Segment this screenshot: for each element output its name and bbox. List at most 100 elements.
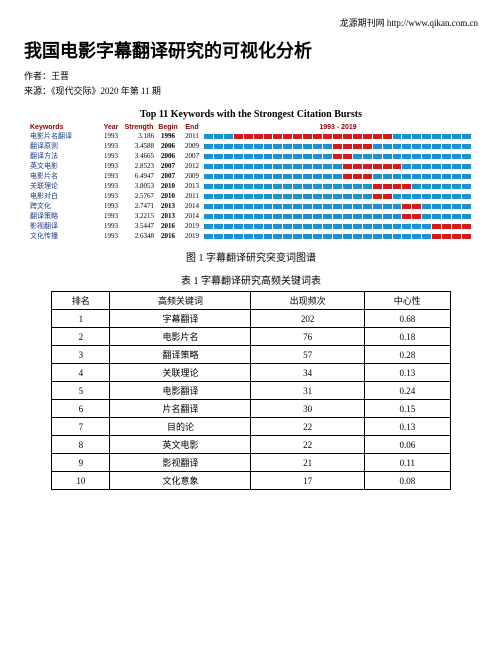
burst-kw: 电影片名 bbox=[30, 171, 100, 181]
table-cell: 翻译策略 bbox=[110, 346, 251, 364]
burst-end: 2009 bbox=[180, 142, 204, 150]
table-cell: 7 bbox=[52, 418, 110, 436]
page-title: 我国电影字幕翻译研究的可视化分析 bbox=[24, 37, 478, 63]
burst-year: 1993 bbox=[100, 202, 122, 210]
burst-end: 2014 bbox=[180, 202, 204, 210]
burst-begin: 2016 bbox=[156, 232, 180, 240]
burst-strength: 3.4665 bbox=[122, 152, 156, 160]
table-cell: 0.24 bbox=[364, 382, 450, 400]
burst-end: 2011 bbox=[180, 192, 204, 200]
table-cell: 0.13 bbox=[364, 418, 450, 436]
table-cell: 电影翻译 bbox=[110, 382, 251, 400]
burst-end: 2013 bbox=[180, 182, 204, 190]
burst-end: 2009 bbox=[180, 172, 204, 180]
table-row: 3翻译策略570.28 bbox=[52, 346, 451, 364]
table-cell: 2 bbox=[52, 328, 110, 346]
burst-kw: 影视翻译 bbox=[30, 221, 100, 231]
table-cell: 30 bbox=[251, 400, 364, 418]
burst-begin: 2010 bbox=[156, 182, 180, 190]
chart-rows: 电影片名翻译19933.18619962011翻译原则19933.4588200… bbox=[30, 131, 472, 241]
table-cell: 22 bbox=[251, 418, 364, 436]
col-begin: Begin bbox=[156, 124, 180, 131]
burst-begin: 2006 bbox=[156, 152, 180, 160]
source-line: 来源：《现代交际》2020 年第 11 期 bbox=[24, 84, 478, 97]
burst-bar bbox=[204, 134, 472, 139]
table-cell: 0.68 bbox=[364, 310, 450, 328]
burst-year: 1993 bbox=[100, 182, 122, 190]
burst-row: 电影对白19932.576720102011 bbox=[30, 191, 472, 201]
burst-year: 1993 bbox=[100, 142, 122, 150]
table-header-row: 排名高频关键词出现频次中心性 bbox=[52, 292, 451, 310]
table-cell: 8 bbox=[52, 436, 110, 454]
burst-strength: 6.4947 bbox=[122, 172, 156, 180]
burst-begin: 2016 bbox=[156, 222, 180, 230]
table-cell: 5 bbox=[52, 382, 110, 400]
table-row: 8英文电影220.06 bbox=[52, 436, 451, 454]
burst-bar bbox=[204, 204, 472, 209]
author-line: 作者：王晋 bbox=[24, 69, 478, 82]
table-row: 1字幕翻译2020.68 bbox=[52, 310, 451, 328]
table-cell: 片名翻译 bbox=[110, 400, 251, 418]
burst-row: 翻译原则19933.458820062009 bbox=[30, 141, 472, 151]
chart-title: Top 11 Keywords with the Strongest Citat… bbox=[30, 109, 472, 120]
burst-bar bbox=[204, 194, 472, 199]
burst-year: 1993 bbox=[100, 162, 122, 170]
burst-begin: 2013 bbox=[156, 212, 180, 220]
table-cell: 字幕翻译 bbox=[110, 310, 251, 328]
table-cell: 76 bbox=[251, 328, 364, 346]
burst-bar bbox=[204, 144, 472, 149]
burst-year: 1993 bbox=[100, 172, 122, 180]
table-cell: 英文电影 bbox=[110, 436, 251, 454]
burst-bar bbox=[204, 214, 472, 219]
table-cell: 0.15 bbox=[364, 400, 450, 418]
burst-kw: 翻译原则 bbox=[30, 141, 100, 151]
table-row: 5电影翻译310.24 bbox=[52, 382, 451, 400]
burst-bar bbox=[204, 174, 472, 179]
table-row: 10文化意象170.08 bbox=[52, 472, 451, 490]
col-year: Year bbox=[100, 124, 122, 131]
table-cell: 0.13 bbox=[364, 364, 450, 382]
table-cell: 31 bbox=[251, 382, 364, 400]
table-col-header: 排名 bbox=[52, 292, 110, 310]
burst-kw: 电影片名翻译 bbox=[30, 131, 100, 141]
burst-year: 1993 bbox=[100, 212, 122, 220]
table-cell: 6 bbox=[52, 400, 110, 418]
burst-kw: 文化传播 bbox=[30, 231, 100, 241]
table-cell: 57 bbox=[251, 346, 364, 364]
table-cell: 目的论 bbox=[110, 418, 251, 436]
burst-year: 1993 bbox=[100, 192, 122, 200]
burst-year: 1993 bbox=[100, 222, 122, 230]
burst-kw: 跨文化 bbox=[30, 201, 100, 211]
col-strength: Strength bbox=[122, 124, 156, 131]
burst-strength: 3.186 bbox=[122, 132, 156, 140]
burst-row: 电影片名19936.494720072009 bbox=[30, 171, 472, 181]
burst-end: 2019 bbox=[180, 232, 204, 240]
burst-begin: 2013 bbox=[156, 202, 180, 210]
burst-end: 2014 bbox=[180, 212, 204, 220]
burst-bar bbox=[204, 234, 472, 239]
burst-strength: 2.8523 bbox=[122, 162, 156, 170]
burst-strength: 2.6348 bbox=[122, 232, 156, 240]
burst-end: 2007 bbox=[180, 152, 204, 160]
burst-end: 2012 bbox=[180, 162, 204, 170]
table-cell: 202 bbox=[251, 310, 364, 328]
burst-row: 影视翻译19933.544720162019 bbox=[30, 221, 472, 231]
table-cell: 文化意象 bbox=[110, 472, 251, 490]
table-cell: 0.11 bbox=[364, 454, 450, 472]
burst-begin: 2010 bbox=[156, 192, 180, 200]
table-cell: 0.18 bbox=[364, 328, 450, 346]
table-cell: 17 bbox=[251, 472, 364, 490]
keyword-table: 排名高频关键词出现频次中心性 1字幕翻译2020.682电影片名760.183翻… bbox=[51, 291, 451, 490]
table-cell: 电影片名 bbox=[110, 328, 251, 346]
table-cell: 3 bbox=[52, 346, 110, 364]
burst-kw: 翻译方法 bbox=[30, 151, 100, 161]
burst-bar bbox=[204, 154, 472, 159]
table-row: 7目的论220.13 bbox=[52, 418, 451, 436]
table-cell: 10 bbox=[52, 472, 110, 490]
col-keywords: Keywords bbox=[30, 124, 100, 131]
burst-row: 翻译方法19933.466520062007 bbox=[30, 151, 472, 161]
burst-strength: 3.2215 bbox=[122, 212, 156, 220]
burst-row: 英文电影19932.852320072012 bbox=[30, 161, 472, 171]
burst-strength: 3.4588 bbox=[122, 142, 156, 150]
burst-chart: Top 11 Keywords with the Strongest Citat… bbox=[24, 105, 478, 243]
